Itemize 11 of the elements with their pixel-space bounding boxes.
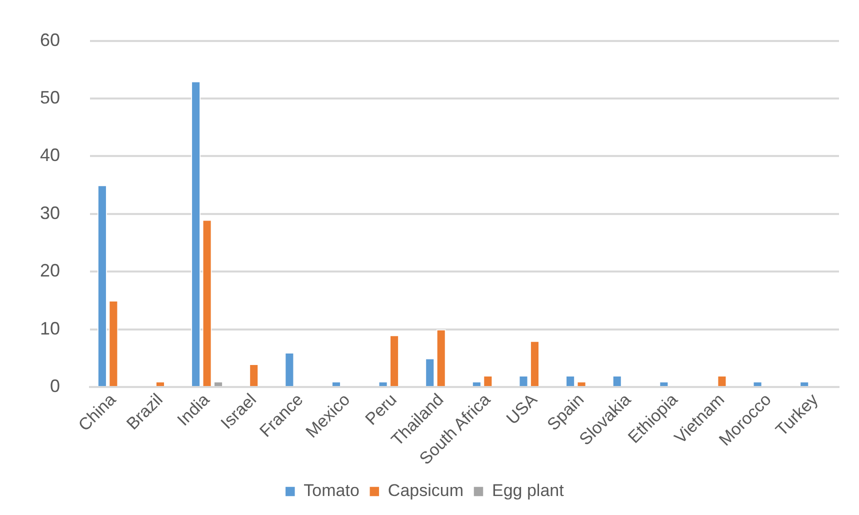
- y-tick-label: 10: [40, 318, 60, 338]
- legend-label: Capsicum: [388, 481, 464, 500]
- legend-label: Tomato: [304, 481, 360, 500]
- y-tick-label: 30: [40, 202, 60, 223]
- legend-label: Egg plant: [492, 481, 564, 500]
- y-tick-label: 60: [40, 30, 60, 50]
- y-tick-label: 0: [50, 376, 60, 396]
- y-tick-label: 40: [40, 145, 60, 166]
- y-tick-label: 20: [40, 260, 60, 281]
- y-tick-label: 50: [40, 87, 60, 108]
- x-tick-label: USA: [502, 390, 542, 428]
